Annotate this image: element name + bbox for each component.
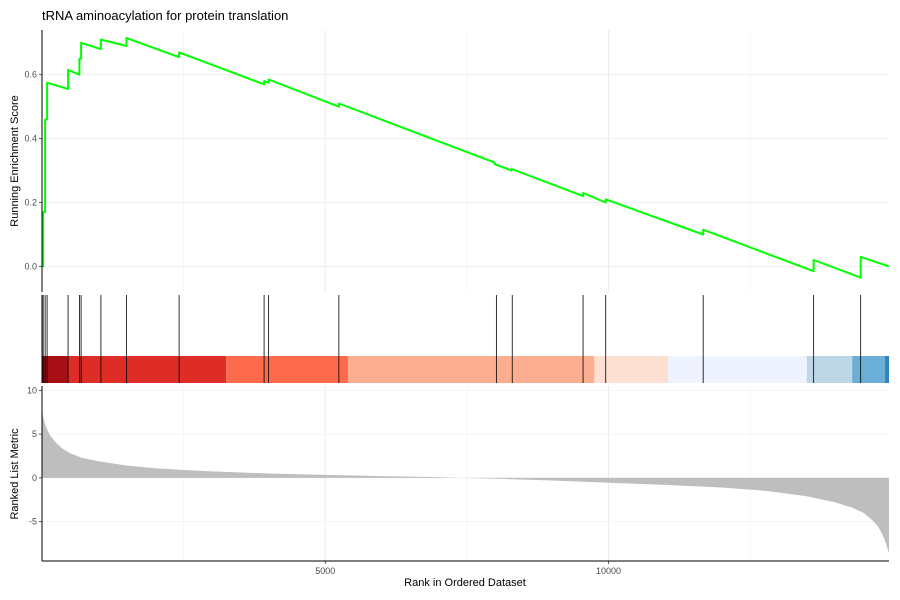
- x-tick-label: 5000: [315, 566, 335, 576]
- y-axis-title-ranked-metric: Ranked List Metric: [9, 428, 21, 520]
- axes: [41, 30, 889, 562]
- x-axis-title: Rank in Ordered Dataset: [404, 577, 526, 589]
- chart-title: tRNA aminoacylation for protein translat…: [42, 8, 289, 23]
- heat-band: [668, 356, 807, 383]
- gene-hit-marks: [42, 295, 862, 383]
- ranked-metric-area: [42, 407, 889, 554]
- heat-band: [42, 356, 68, 383]
- heat-band: [885, 356, 889, 383]
- y-tick-label-running-score: 0.4: [24, 134, 37, 144]
- running-score-line: [42, 37, 890, 279]
- y-tick-label-ranked-metric: -5: [29, 517, 37, 527]
- ranking-heat-bar: [42, 356, 889, 383]
- heat-band: [852, 356, 886, 383]
- heat-band: [347, 356, 595, 383]
- y-tick-label-ranked-metric: 0: [32, 473, 37, 483]
- ranked-metric-fill: [42, 407, 889, 554]
- y-tick-label-ranked-metric: 10: [27, 385, 37, 395]
- x-tick-label: 10000: [596, 566, 621, 576]
- y-axis-title-running-score: Running Enrichment Score: [9, 95, 21, 226]
- y-tick-label-running-score: 0.2: [24, 198, 37, 208]
- running-score-series: [42, 37, 890, 279]
- y-tick-label-ranked-metric: 5: [32, 429, 37, 439]
- y-tick-label-running-score: 0.6: [24, 70, 37, 80]
- heat-band: [594, 356, 669, 383]
- heat-band: [67, 356, 227, 383]
- y-tick-label-running-score: 0.0: [24, 261, 37, 271]
- heat-band: [806, 356, 853, 383]
- tick-labels: 0.0 0.2 0.4 0.6 10 5 0 -5 5000 10000: [24, 70, 621, 576]
- heat-band: [226, 356, 348, 383]
